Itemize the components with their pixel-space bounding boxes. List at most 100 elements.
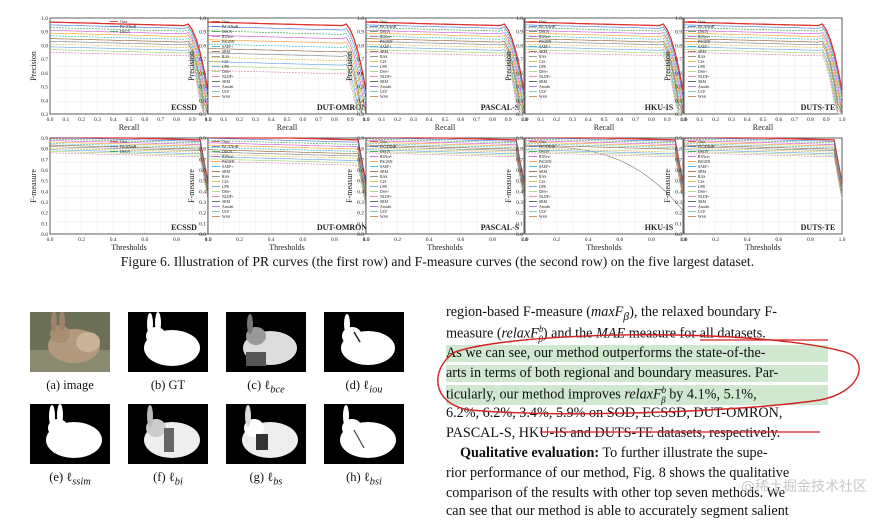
x-tick-label: 0.7	[157, 117, 164, 123]
series-line	[49, 49, 208, 115]
series-line	[208, 137, 367, 186]
series-line	[208, 160, 367, 209]
series-line	[49, 21, 209, 91]
legend-entry: Ours	[120, 140, 128, 144]
legend-entry: DSS+	[698, 70, 707, 74]
y-tick-label: 0.6	[675, 168, 682, 174]
series-line	[366, 140, 525, 188]
y-axis-label: F-measure	[29, 169, 38, 203]
x-tick-label: 0.9	[664, 117, 671, 123]
x-tick-label: 0.0	[363, 237, 370, 243]
x-tick-label: 0.4	[268, 117, 275, 123]
legend-entry: PAGRN	[698, 160, 711, 164]
y-axis-label: Precision	[187, 51, 196, 81]
x-tick-label: 0.4	[744, 237, 751, 243]
y-tick-label: 0.1	[516, 221, 523, 227]
x-tick-label: 0.0	[47, 237, 54, 243]
x-tick-label: 1.0	[680, 117, 687, 123]
y-tick-label: 0.9	[516, 30, 523, 36]
x-tick-label: 1.0	[680, 237, 687, 243]
legend-entry: PAGRN	[539, 160, 552, 164]
x-tick-label: 1.0	[205, 117, 212, 123]
series-line	[366, 147, 525, 196]
series-line	[524, 21, 684, 91]
f-curve-hku-is: 0.0 0.1 0.2 0.3 0.4 0.5 0.6 0.7 0.8 0.9 0.0 0.2 0.4 0…	[504, 136, 687, 258]
pr-curve-duts-te: 0.3 0.4 0.5 0.6 0.7 0.8 0.9 1.0 0.0 0.1 0.2 0.3 0.4 0…	[663, 16, 846, 138]
y-tick-label: 1.0	[41, 16, 48, 22]
series-line	[524, 49, 683, 115]
y-tick-label: 0.4	[516, 98, 523, 104]
x-tick-label: 1.0	[363, 117, 370, 123]
x-tick-label: 0.6	[616, 117, 623, 123]
x-tick-label: 0.3	[569, 117, 576, 123]
series-line	[683, 46, 842, 115]
series-line	[524, 30, 684, 112]
series-line	[365, 32, 525, 115]
legend-entry: R3Net+	[698, 35, 710, 39]
legend-entry: NLDF+	[698, 75, 710, 79]
x-tick-label: 0.0	[522, 117, 529, 123]
series-line	[524, 52, 683, 115]
series-line	[524, 35, 684, 115]
legend-entry: R3Net+	[380, 35, 392, 39]
y-tick-label: 0.4	[199, 189, 206, 195]
y-tick-label: 0.4	[516, 189, 523, 195]
legend-entry: DSS+	[380, 190, 389, 194]
series-line	[525, 140, 684, 188]
series-line	[50, 147, 209, 196]
legend-entry: R3Net+	[539, 35, 551, 39]
series-line	[207, 61, 366, 115]
legend-entry: RAS	[539, 175, 546, 179]
f-curve-ecssd: 0.0 0.1 0.2 0.3 0.4 0.5 0.6 0.7 0.8 0.9 0.0 0.2 0.4 0…	[29, 136, 212, 258]
legend-entry: PiCANetR	[698, 145, 715, 149]
series-line	[50, 150, 209, 199]
caption-ssim: (e) ℓssim	[49, 470, 91, 488]
dataset-label: DUT-OMRON	[317, 103, 368, 112]
thumb-ssim	[30, 404, 110, 464]
thumb-bsi	[324, 404, 404, 464]
f-curve-dut-omron: 0.0 0.1 0.2 0.3 0.4 0.5 0.6 0.7 0.8 0.9 0.0 0.2 0.4 0…	[187, 136, 370, 258]
series-line	[207, 26, 367, 100]
y-tick-label: 0.3	[675, 112, 682, 118]
series-line	[50, 146, 209, 194]
series-line	[365, 41, 525, 115]
x-tick-label: 0.2	[712, 237, 719, 243]
series-line	[683, 38, 843, 115]
series-line	[50, 144, 209, 193]
series-line	[524, 38, 684, 115]
legend-entry: WSS	[698, 95, 706, 99]
legend-entry: Ours	[539, 140, 547, 144]
caption-bsi: (h) ℓbsi	[346, 470, 382, 488]
series-line	[683, 27, 843, 105]
y-tick-label: 0.4	[41, 189, 48, 195]
legend-entry: UCF	[380, 90, 387, 94]
x-tick-label: 1.0	[839, 237, 846, 243]
series-line	[365, 35, 525, 115]
x-tick-label: 0.1	[62, 117, 69, 123]
series-line	[525, 147, 684, 196]
series-line	[50, 137, 209, 185]
legend-entry: DSCN	[539, 150, 549, 154]
legend-entry: PAGRN	[222, 40, 235, 44]
x-tick-label: 0.0	[47, 117, 54, 123]
y-tick-label: 0.7	[357, 157, 364, 163]
y-tick-label: 0.6	[675, 71, 682, 77]
caption-bce: (c) ℓbce	[247, 378, 285, 396]
caption-gt: (b) GT	[150, 378, 186, 392]
series-line	[525, 150, 684, 199]
legend-entry: SAEF+	[380, 45, 391, 49]
y-tick-label: 1.0	[357, 16, 364, 22]
legend-entry: PiCANetR	[120, 145, 137, 149]
x-tick-label: 0.2	[394, 117, 401, 123]
series-line	[684, 146, 843, 194]
legend-entry: SAEF+	[380, 165, 391, 169]
x-tick-label: 0.4	[110, 237, 117, 243]
legend-entry: RAS	[539, 55, 546, 59]
y-tick-label: 0.8	[675, 43, 682, 49]
legend-entry: RAS	[698, 55, 705, 59]
y-tick-label: 0.9	[41, 136, 48, 142]
series-line	[49, 46, 208, 115]
caption-iou: (d) ℓiou	[345, 378, 383, 396]
pr-curve-ecssd: 0.3 0.4 0.5 0.6 0.7 0.8 0.9 1.0 0.0 0.1 0.2 0.3 0.4 0…	[29, 16, 212, 138]
y-tick-label: 0.4	[675, 189, 682, 195]
